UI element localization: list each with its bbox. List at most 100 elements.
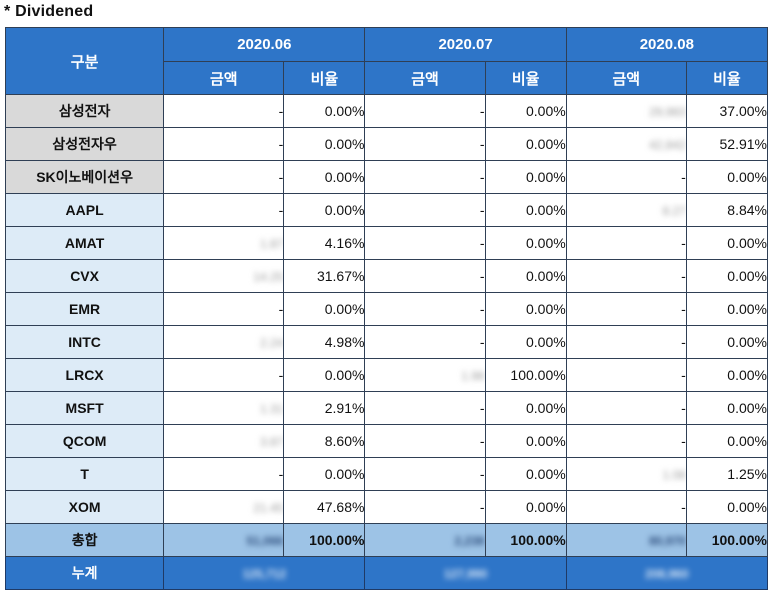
table-row: AMAT 1.87 4.16% -0.00% -0.00% xyxy=(4,226,769,260)
amount-value: - xyxy=(479,499,485,515)
table-row: 삼성전자 -0.00% -0.00% 29,983 37.00% xyxy=(4,94,769,128)
amount-cell: 2.24 xyxy=(163,325,285,359)
row-label: CVX xyxy=(4,259,165,293)
amount-cell: 14.25 xyxy=(163,259,285,293)
ratio-cell: 37.00% xyxy=(685,94,769,128)
amount-cell: - xyxy=(565,259,687,293)
row-label: LRCX xyxy=(4,358,165,392)
ratio-cell: 2.91% xyxy=(283,391,366,425)
total-amount-cell: 51,066 xyxy=(163,523,285,557)
blurred-amount: 3.87 xyxy=(259,435,284,449)
amount-cell: 3.87 xyxy=(163,424,285,458)
amount-value: - xyxy=(278,367,284,383)
header-ratio: 비율 xyxy=(484,61,567,95)
ratio-cell: 0.00% xyxy=(283,127,366,161)
ratio-cell: 0.00% xyxy=(484,94,567,128)
ratio-cell: 0.00% xyxy=(484,391,567,425)
total-row: 총합 51,066 100.00% 2,238 100.00% 80,970 100.00% xyxy=(4,523,769,557)
ratio-cell: 8.84% xyxy=(685,193,769,227)
total-ratio-cell: 100.00% xyxy=(484,523,567,557)
table-row: SK이노베이션우 -0.00% -0.00% -0.00% xyxy=(4,160,769,194)
amount-cell: - xyxy=(565,160,687,194)
amount-cell: - xyxy=(364,292,486,326)
blurred-amount: 1.98 xyxy=(461,369,485,383)
ratio-cell: 0.00% xyxy=(484,193,567,227)
total-ratio-cell: 100.00% xyxy=(283,523,366,557)
table-row: AAPL -0.00% -0.00% 8.27 8.84% xyxy=(4,193,769,227)
row-label: AMAT xyxy=(4,226,165,260)
amount-cell: - xyxy=(364,226,486,260)
header-period: 2020.08 xyxy=(565,27,769,62)
row-label: 삼성전자 xyxy=(4,94,165,128)
blurred-amount: 1.08 xyxy=(662,468,686,482)
amount-cell: - xyxy=(364,94,486,128)
amount-cell: - xyxy=(364,391,486,425)
blurred-amount: 127,990 xyxy=(443,567,488,581)
cumulative-cell: 208,960 xyxy=(565,556,769,590)
amount-cell: - xyxy=(565,292,687,326)
ratio-cell: 0.00% xyxy=(685,325,769,359)
amount-value: - xyxy=(278,136,284,152)
amount-cell: - xyxy=(163,193,285,227)
cumulative-cell: 125,712 xyxy=(163,556,366,590)
amount-cell: - xyxy=(163,160,285,194)
ratio-cell: 1.25% xyxy=(685,457,769,491)
amount-cell: - xyxy=(565,325,687,359)
amount-cell: 1.87 xyxy=(163,226,285,260)
blurred-amount: 2,238 xyxy=(454,534,485,548)
table-row: 삼성전자우 -0.00% -0.00% 42,842 52.91% xyxy=(4,127,769,161)
header-ratio: 비율 xyxy=(283,61,366,95)
blurred-amount: 8.27 xyxy=(662,204,686,218)
cumulative-row: 누계 125,712 127,990 208,960 xyxy=(4,556,769,590)
amount-value: - xyxy=(681,334,686,350)
row-label: 삼성전자우 xyxy=(4,127,165,161)
table-row: LRCX -0.00% 1.98 100.00% -0.00% xyxy=(4,358,769,392)
row-label: AAPL xyxy=(4,193,165,227)
amount-value: - xyxy=(479,400,485,416)
header-amount: 금액 xyxy=(364,61,486,95)
ratio-cell: 0.00% xyxy=(484,325,567,359)
ratio-cell: 0.00% xyxy=(685,391,769,425)
amount-cell: - xyxy=(364,127,486,161)
ratio-cell: 100.00% xyxy=(484,358,567,392)
amount-value: - xyxy=(479,466,485,482)
amount-cell: 42,842 xyxy=(565,127,687,161)
ratio-cell: 0.00% xyxy=(283,292,366,326)
amount-cell: - xyxy=(364,490,486,524)
ratio-cell: 31.67% xyxy=(283,259,366,293)
total-amount-cell: 2,238 xyxy=(364,523,486,557)
table-body: 삼성전자 -0.00% -0.00% 29,983 37.00% 삼성전자우 -0.00% -… xyxy=(4,94,769,590)
dividend-table: 구분 2020.06 2020.07 2020.08 금액 비율 금액 비율 금… xyxy=(4,27,769,590)
ratio-cell: 0.00% xyxy=(685,358,769,392)
row-label: MSFT xyxy=(4,391,165,425)
ratio-cell: 0.00% xyxy=(484,127,567,161)
amount-value: - xyxy=(278,202,284,218)
amount-cell: - xyxy=(364,160,486,194)
amount-value: - xyxy=(681,235,686,251)
ratio-cell: 0.00% xyxy=(685,424,769,458)
row-label: T xyxy=(4,457,165,491)
amount-cell: - xyxy=(565,490,687,524)
blurred-amount: 14.25 xyxy=(253,270,284,284)
blurred-amount: 29,983 xyxy=(649,105,686,119)
amount-value: - xyxy=(278,466,284,482)
header-category: 구분 xyxy=(4,27,165,95)
ratio-cell: 4.16% xyxy=(283,226,366,260)
amount-value: - xyxy=(278,301,284,317)
ratio-cell: 0.00% xyxy=(283,160,366,194)
table-row: XOM 21.45 47.68% -0.00% -0.00% xyxy=(4,490,769,524)
table-row: QCOM 3.87 8.60% -0.00% -0.00% xyxy=(4,424,769,458)
ratio-cell: 0.00% xyxy=(283,94,366,128)
page-title: * Dividened xyxy=(4,3,94,20)
ratio-cell: 0.00% xyxy=(283,457,366,491)
row-label: XOM xyxy=(4,490,165,524)
total-ratio-cell: 100.00% xyxy=(685,523,769,557)
ratio-cell: 0.00% xyxy=(484,292,567,326)
ratio-cell: 0.00% xyxy=(484,259,567,293)
blurred-amount: 51,066 xyxy=(246,534,284,548)
ratio-cell: 0.00% xyxy=(484,424,567,458)
ratio-cell: 0.00% xyxy=(484,490,567,524)
blurred-amount: 1.87 xyxy=(259,237,284,251)
total-amount-cell: 80,970 xyxy=(565,523,687,557)
blurred-amount: 2.24 xyxy=(259,336,284,350)
